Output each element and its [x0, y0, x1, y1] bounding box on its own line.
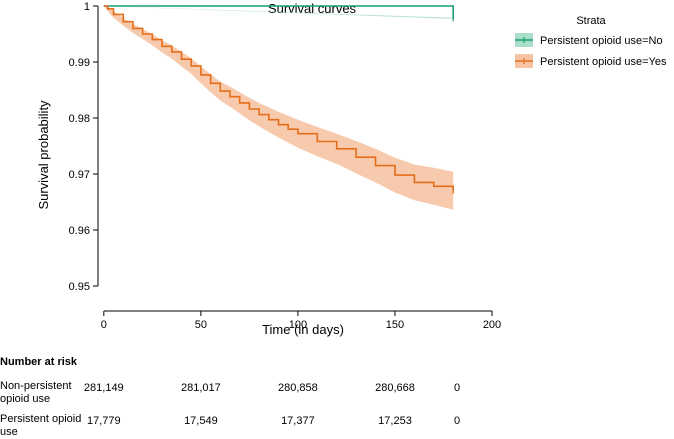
series-line-1	[103, 5, 454, 191]
risk-value-1-0: 17,779	[86, 415, 121, 427]
x-tick-label-1: 50	[195, 319, 207, 331]
risk-table-title: Number at risk	[0, 356, 78, 368]
confidence-band-1	[103, 6, 454, 210]
y-tick-label-2: 0.97	[69, 169, 90, 181]
risk-value-1-4: 0	[454, 415, 461, 427]
x-tick-label-0: 0	[101, 319, 107, 331]
risk-value-0-3: 280,668	[375, 382, 415, 394]
legend-label-0: Persistent opioid use=No	[540, 35, 663, 47]
risk-value-0-2: 280,858	[278, 382, 318, 394]
risk-value-0-0: 281,149	[83, 382, 124, 394]
legend-label-1: Persistent opioid use=Yes	[540, 56, 667, 68]
y-tick-label-0: 0.95	[69, 281, 90, 293]
y-tick-label-1: 0.96	[69, 225, 90, 237]
risk-value-0-4: 0	[454, 382, 461, 394]
survival-chart: Survival curves 0.95 0.96 0.97 0.98 0.99 1 0 50 1…	[36, 1, 667, 337]
risk-value-1-2: 17,377	[281, 415, 315, 427]
risk-row-label-1: Persistent opioid use	[0, 413, 82, 438]
y-tick-label-5: 1	[84, 1, 90, 13]
chart-title: Survival curves	[268, 1, 357, 16]
y-tick-label-3: 0.98	[69, 113, 90, 125]
risk-value-0-1: 281,017	[181, 382, 221, 394]
x-tick-label-4: 200	[483, 319, 501, 331]
y-tick-label-4: 0.99	[69, 57, 90, 69]
series-line-0	[103, 5, 454, 19]
risk-value-1-1: 17,549	[184, 415, 218, 427]
risk-value-1-3: 17,253	[378, 415, 412, 427]
y-axis-label: Survival probability	[36, 100, 51, 210]
x-tick-label-2: 100	[289, 319, 307, 331]
x-axis-label: Time (in days)	[262, 322, 344, 337]
x-tick-label-3: 150	[386, 319, 404, 331]
legend-title: Strata	[576, 15, 606, 27]
risk-row-label-0: Non-persistent opioid use	[0, 380, 72, 405]
confidence-band-0	[103, 6, 454, 19]
